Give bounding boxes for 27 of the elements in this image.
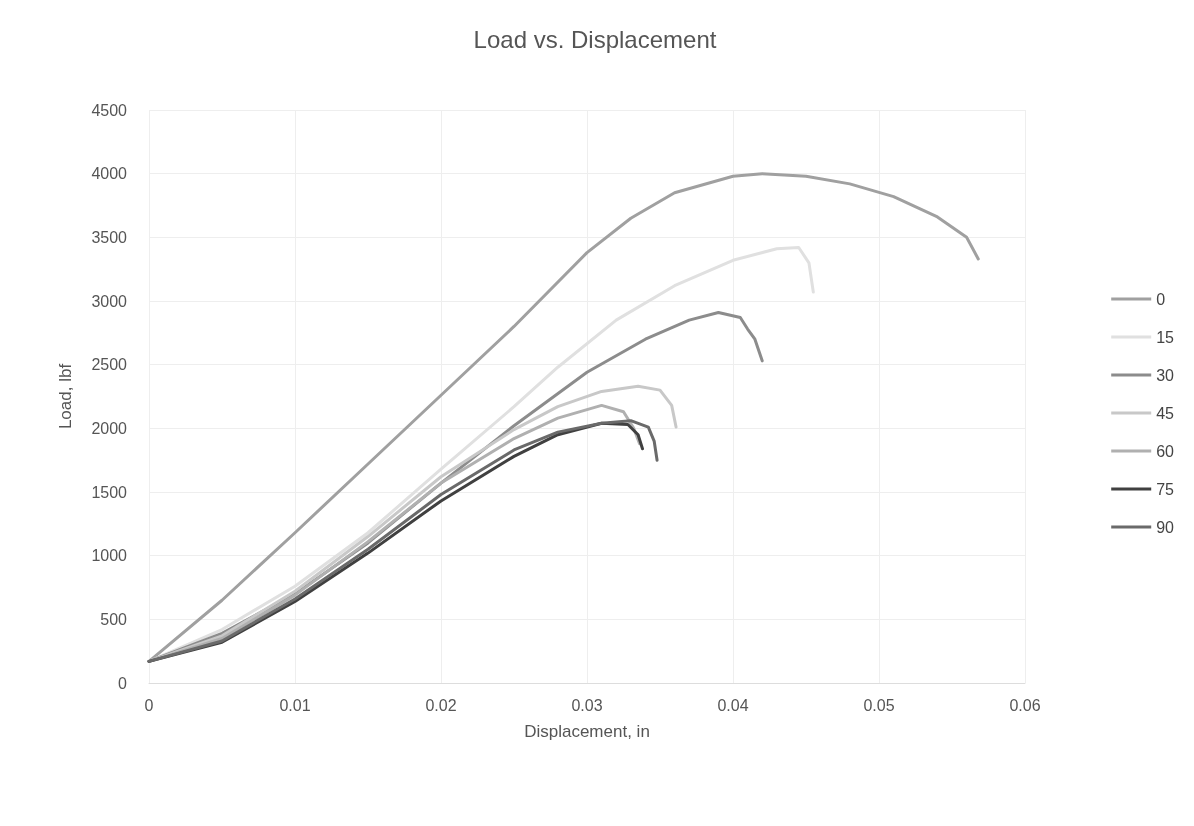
y-tick-label: 1500	[91, 483, 128, 501]
x-tick-label: 0	[144, 696, 154, 714]
y-tick-label: 0	[118, 674, 128, 692]
y-tick-label: 2000	[91, 419, 128, 437]
x-axis-title: Displacement, in	[524, 722, 650, 741]
legend-label: 30	[1156, 366, 1175, 384]
y-tick-label: 2500	[91, 356, 128, 374]
x-tick-label: 0.03	[571, 696, 603, 714]
x-tick-label: 0.01	[279, 696, 311, 714]
legend-label: 45	[1156, 404, 1175, 422]
y-tick-label: 500	[100, 610, 128, 628]
x-tick-label: 0.05	[863, 696, 895, 714]
x-tick-label: 0.04	[717, 696, 749, 714]
legend-label: 0	[1156, 290, 1166, 308]
y-axis-title: Load, lbf	[56, 363, 75, 430]
chart-title: Load vs. Displacement	[473, 25, 717, 53]
x-tick-label: 0.06	[1009, 696, 1041, 714]
y-tick-label: 4000	[91, 165, 128, 183]
y-tick-label: 3500	[91, 228, 128, 246]
legend-label: 75	[1156, 480, 1175, 498]
legend-label: 15	[1156, 328, 1175, 346]
y-tick-label: 1000	[91, 547, 128, 565]
x-tick-label: 0.02	[425, 696, 457, 714]
y-tick-label: 3000	[91, 292, 128, 310]
legend-label: 90	[1156, 518, 1175, 536]
y-tick-label: 4500	[91, 101, 128, 119]
legend-label: 60	[1156, 442, 1175, 460]
